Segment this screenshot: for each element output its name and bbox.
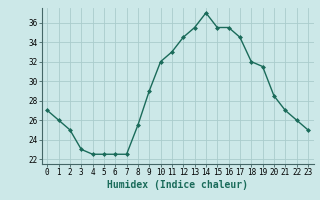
X-axis label: Humidex (Indice chaleur): Humidex (Indice chaleur): [107, 180, 248, 190]
